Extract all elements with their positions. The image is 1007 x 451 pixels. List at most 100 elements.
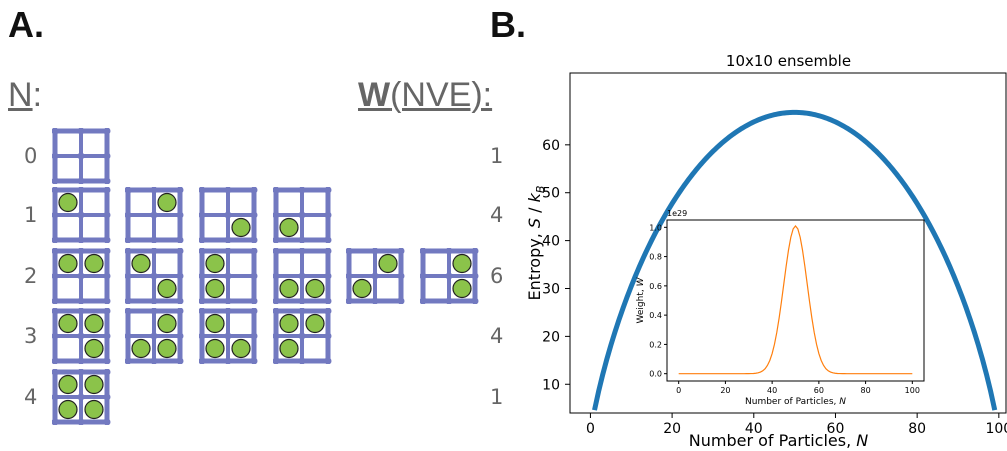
inset-y-axis-label: Weight, W [636,276,646,323]
y-tick-label: 60 [542,138,560,154]
particle [58,192,78,213]
particle [305,278,325,299]
particle [279,338,299,359]
inset-y-tick-label: 0.4 [649,311,662,320]
inset-y-tick-label: 0.6 [649,282,662,291]
panel-b-label: B. [490,4,526,45]
x-tick-label: 40 [745,421,763,437]
lattice-config [125,187,184,243]
inset-y-tick-label: 0.2 [649,340,662,349]
particle [58,399,78,420]
particle [131,253,151,274]
inset-x-axis-label: Number of Particles, N [745,397,846,407]
particle [58,374,78,395]
w-value: 4 [490,324,504,348]
n-header-colon: : [32,76,43,114]
particle [231,217,251,238]
particle [84,338,104,359]
lattice-config [52,187,111,243]
y-tick-label: 40 [542,234,560,250]
inset-y-tick-label: 0.0 [649,370,662,379]
y-tick-label: 20 [542,329,560,345]
particle [305,313,325,334]
inset-x-tick-label: 20 [720,386,730,395]
inset-x-tick-label: 100 [905,386,920,395]
panel-a-label: A. [8,4,44,45]
n-value: 1 [24,203,38,227]
inset-x-tick-label: 40 [767,386,777,395]
w-value: 6 [490,264,504,288]
particle [378,253,398,274]
particle [205,253,225,274]
inset-y-tick-label: 0.8 [649,253,662,262]
lattice-config [199,248,258,304]
particle [84,374,104,395]
particle [84,313,104,334]
particle [84,399,104,420]
lattice-config [199,187,258,243]
main-title: 10x10 ensemble [726,52,851,70]
y-tick-label: 30 [542,281,560,297]
particle [205,313,225,334]
inset-scale-label: 1e29 [667,209,687,218]
main-plot-frame [569,72,1007,414]
x-tick-label: 0 [586,421,595,437]
w-header-underline: W(NVE): [358,76,492,114]
w-value: 4 [490,203,504,227]
inset-x-tick-label: 60 [814,386,824,395]
x-tick-label: 80 [908,421,926,437]
lattice-config [346,248,405,304]
particle [205,338,225,359]
y-axis-label: Entropy, S / kB [525,186,547,301]
particle [131,338,151,359]
w-header-letter: W [358,76,391,114]
particle [58,313,78,334]
entropy-curve [592,109,998,411]
lattice-config [273,187,332,243]
n-value: 3 [24,324,38,348]
w-value: 1 [490,385,504,409]
w-value: 1 [490,144,504,168]
particle [452,278,472,299]
inset-plot-frame [666,219,925,382]
lattice-config [420,248,479,304]
lattice-config [125,308,184,364]
weight-curve [678,225,913,375]
particle [279,313,299,334]
y-tick-label: 50 [542,186,560,202]
particle [279,217,299,238]
particle [58,253,78,274]
particle [279,278,299,299]
n-header: N: [8,76,42,115]
particle [352,278,372,299]
w-header-paren: (NVE): [390,76,493,114]
lattice-config [52,308,111,364]
inset-x-tick-label: 80 [860,386,870,395]
lattice-config [52,128,111,184]
particle [84,253,104,274]
x-tick-label: 60 [827,421,845,437]
particle [157,338,177,359]
y-tick-label: 10 [542,377,560,393]
inset-x-tick-label: 0 [676,386,681,395]
x-tick-label: 100 [985,421,1007,437]
lattice-config [199,308,258,364]
n-value: 4 [24,385,38,409]
lattice-config [52,369,111,425]
n-value: 2 [24,264,38,288]
particle [157,278,177,299]
lattice-config [125,248,184,304]
particle [205,278,225,299]
x-tick-label: 20 [663,421,681,437]
lattice-config [273,308,332,364]
particle [452,253,472,274]
w-header: W(NVE): [358,76,492,115]
x-axis-label: Number of Particles, N [689,431,869,450]
particle [157,313,177,334]
particle [157,192,177,213]
inset-y-tick-label: 1.0 [649,223,662,232]
n-value: 0 [24,144,38,168]
particle [231,338,251,359]
lattice-config [273,248,332,304]
n-header-letter: N [8,76,33,114]
